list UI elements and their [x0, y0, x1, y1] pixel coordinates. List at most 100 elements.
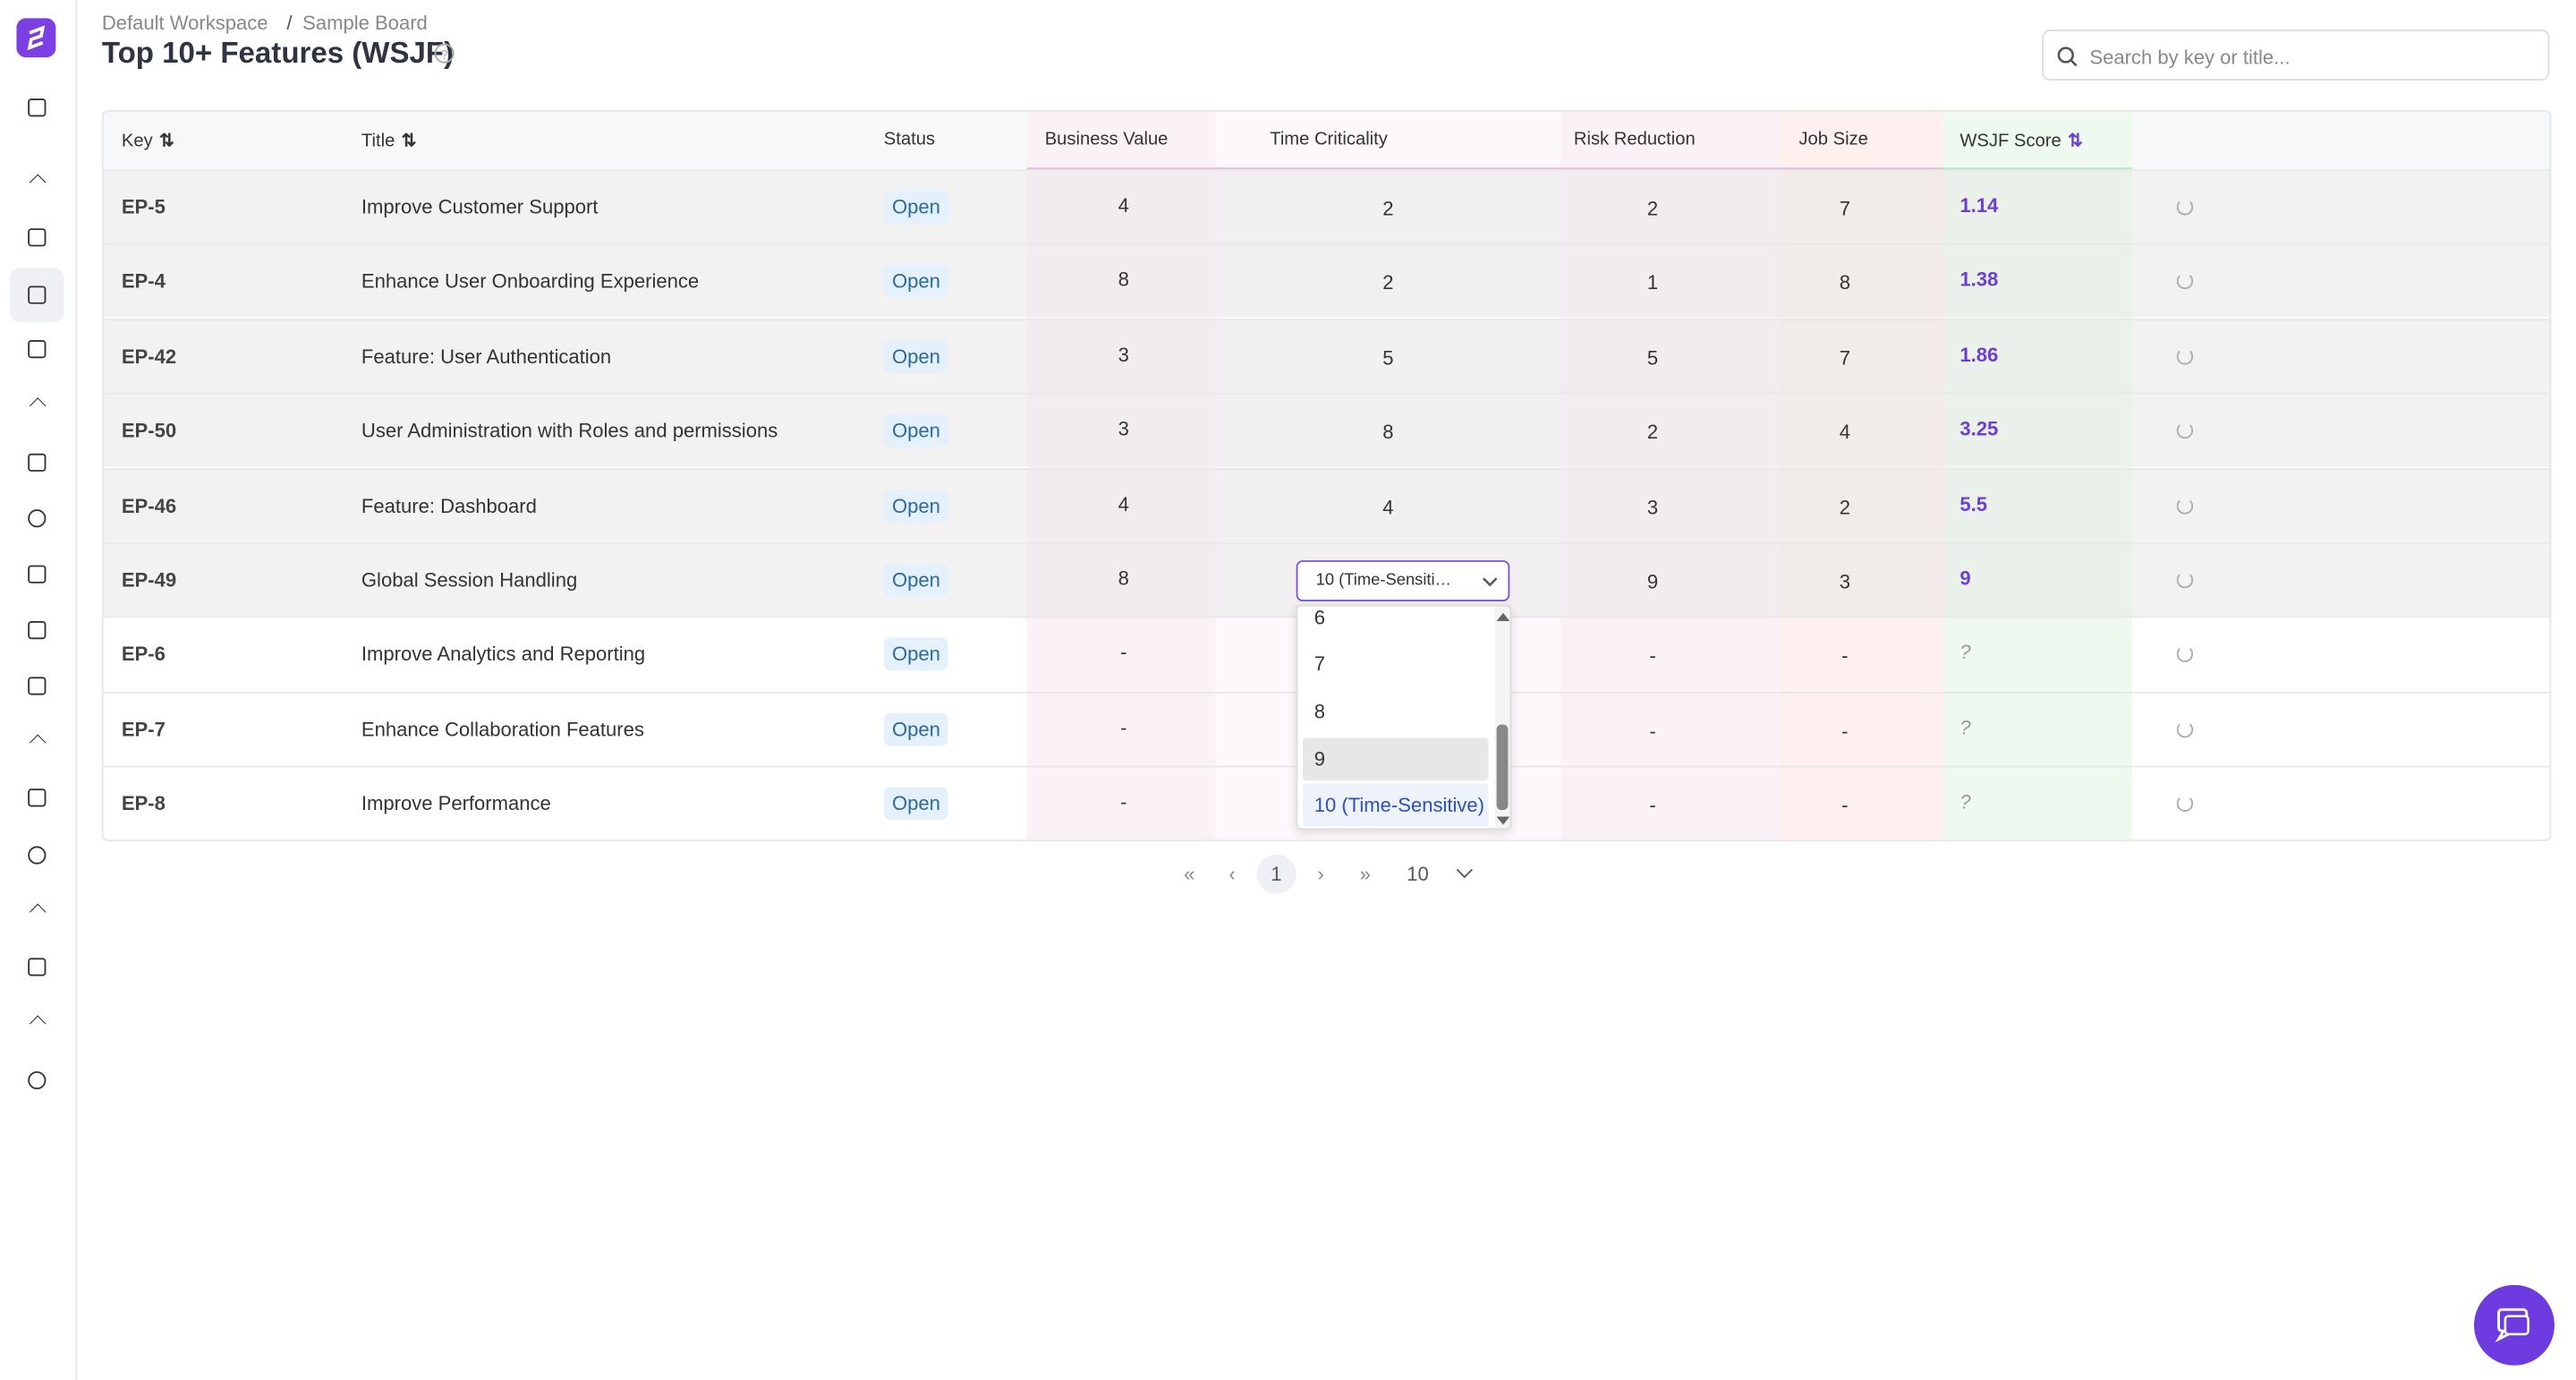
- reset-button[interactable]: [2176, 720, 2194, 737]
- dropdown-option[interactable]: 8: [1314, 700, 1326, 723]
- page-size-chevron[interactable]: [1456, 862, 1473, 879]
- title-cell[interactable]: Feature: Dashboard: [361, 493, 537, 517]
- title-cell[interactable]: Improve Analytics and Reporting: [361, 643, 646, 667]
- reset-button[interactable]: [2176, 497, 2194, 514]
- nav-collapse[interactable]: [29, 1015, 47, 1033]
- page-nav[interactable]: «: [1184, 862, 1195, 886]
- score-input[interactable]: 3: [1646, 495, 1659, 519]
- key-cell[interactable]: EP-7: [121, 717, 166, 741]
- breadcrumb-item[interactable]: Default Workspace: [101, 11, 268, 35]
- help-icon[interactable]: ?: [434, 43, 455, 64]
- key-cell[interactable]: EP-46: [121, 493, 177, 517]
- current-page[interactable]: 1: [1256, 854, 1297, 894]
- nav-swap[interactable]: [28, 677, 47, 695]
- title-cell[interactable]: Improve Performance: [361, 792, 551, 816]
- score-input[interactable]: 2: [1646, 197, 1659, 221]
- title-cell[interactable]: Global Session Handling: [361, 568, 578, 592]
- column-header[interactable]: Status: [884, 130, 935, 149]
- key-cell[interactable]: EP-5: [121, 195, 166, 219]
- nav-scale[interactable]: [28, 285, 47, 304]
- column-header[interactable]: Business Value: [1045, 130, 1169, 149]
- key-cell[interactable]: EP-8: [121, 792, 166, 816]
- score-input[interactable]: 2: [1839, 495, 1850, 519]
- score-input[interactable]: -: [1120, 641, 1127, 665]
- nav-grid[interactable]: [28, 228, 47, 247]
- nav-settings[interactable]: [28, 1071, 47, 1090]
- score-input[interactable]: 8: [1839, 271, 1850, 295]
- key-cell[interactable]: EP-50: [121, 419, 177, 443]
- dropdown-option[interactable]: 6: [1314, 606, 1326, 630]
- nav-back[interactable]: [28, 98, 47, 117]
- score-input[interactable]: 8: [1118, 566, 1129, 591]
- score-input[interactable]: 2: [1382, 197, 1394, 221]
- reset-button[interactable]: [2176, 571, 2194, 589]
- reset-button[interactable]: [2176, 646, 2194, 663]
- nav-board[interactable]: [28, 340, 47, 359]
- reset-button[interactable]: [2176, 422, 2194, 439]
- breadcrumb-item[interactable]: Sample Board: [302, 11, 428, 35]
- title-cell[interactable]: Enhance User Onboarding Experience: [361, 269, 700, 294]
- score-input[interactable]: -: [1841, 794, 1849, 817]
- column-header[interactable]: Key ⇅: [122, 130, 174, 151]
- key-cell[interactable]: EP-4: [121, 269, 166, 294]
- title-cell[interactable]: Enhance Collaboration Features: [361, 717, 644, 741]
- score-input[interactable]: 3: [1118, 343, 1129, 367]
- page-size[interactable]: 10: [1407, 862, 1429, 886]
- scrollbar-thumb[interactable]: [1496, 724, 1509, 811]
- scroll-down[interactable]: [1495, 815, 1511, 829]
- dropdown-option[interactable]: 7: [1314, 652, 1326, 676]
- title-cell[interactable]: Improve Customer Support: [361, 195, 599, 219]
- score-input[interactable]: -: [1649, 794, 1656, 817]
- score-input[interactable]: 7: [1839, 197, 1850, 221]
- score-input[interactable]: 2: [1646, 421, 1659, 445]
- nav-risk[interactable]: [28, 621, 47, 640]
- title-cell[interactable]: Feature: User Authentication: [361, 345, 612, 368]
- column-header[interactable]: WSJF Score ⇅: [1960, 130, 2083, 151]
- reset-button[interactable]: [2176, 273, 2194, 290]
- score-input[interactable]: -: [1649, 644, 1656, 669]
- nav-target[interactable]: [28, 509, 47, 528]
- score-input[interactable]: -: [1649, 719, 1656, 743]
- sort-icon[interactable]: ⇅: [159, 131, 174, 151]
- score-input[interactable]: 2: [1382, 271, 1394, 295]
- score-input[interactable]: 3: [1118, 417, 1129, 441]
- nav-hand[interactable]: [28, 788, 47, 807]
- dropdown-option[interactable]: 10 (Time-Sensitive): [1302, 783, 1489, 827]
- page-nav[interactable]: ‹: [1228, 862, 1236, 886]
- key-cell[interactable]: EP-49: [121, 568, 177, 592]
- nav-board[interactable]: [28, 453, 47, 472]
- nav-chart[interactable]: [28, 958, 47, 976]
- score-input[interactable]: 7: [1839, 346, 1850, 370]
- chat-button[interactable]: [2474, 1284, 2555, 1366]
- score-input[interactable]: 3: [1839, 570, 1850, 593]
- score-input[interactable]: -: [1120, 716, 1127, 739]
- sort-icon[interactable]: ⇅: [2068, 131, 2083, 151]
- nav-flag[interactable]: [28, 565, 47, 584]
- nav-clock[interactable]: [28, 846, 47, 865]
- page-nav[interactable]: »: [1359, 862, 1371, 886]
- score-input[interactable]: 9: [1646, 570, 1659, 593]
- title-cell[interactable]: User Administration with Roles and permi…: [361, 419, 778, 443]
- reset-button[interactable]: [2176, 795, 2194, 813]
- column-header[interactable]: Time Criticality: [1270, 130, 1388, 149]
- score-input[interactable]: 4: [1839, 421, 1850, 445]
- page-nav[interactable]: ›: [1317, 862, 1324, 886]
- nav-collapse[interactable]: [29, 174, 47, 192]
- score-input[interactable]: 8: [1118, 268, 1129, 292]
- column-header[interactable]: Job Size: [1798, 130, 1867, 149]
- nav-collapse[interactable]: [29, 734, 47, 752]
- reset-button[interactable]: [2176, 347, 2194, 365]
- score-input[interactable]: 5: [1382, 346, 1394, 370]
- score-input[interactable]: 5: [1646, 346, 1659, 370]
- column-header[interactable]: Title ⇅: [361, 130, 417, 151]
- score-input[interactable]: 4: [1118, 492, 1129, 515]
- score-input[interactable]: 8: [1382, 421, 1394, 445]
- score-input[interactable]: -: [1120, 790, 1127, 814]
- scroll-up[interactable]: [1495, 609, 1511, 623]
- score-input[interactable]: -: [1841, 719, 1849, 743]
- score-input[interactable]: 1: [1646, 271, 1659, 295]
- sort-icon[interactable]: ⇅: [401, 131, 417, 151]
- reset-button[interactable]: [2176, 199, 2194, 216]
- time-criticality-select[interactable]: 10 (Time-Sensitive): [1296, 560, 1510, 601]
- key-cell[interactable]: EP-6: [121, 643, 166, 667]
